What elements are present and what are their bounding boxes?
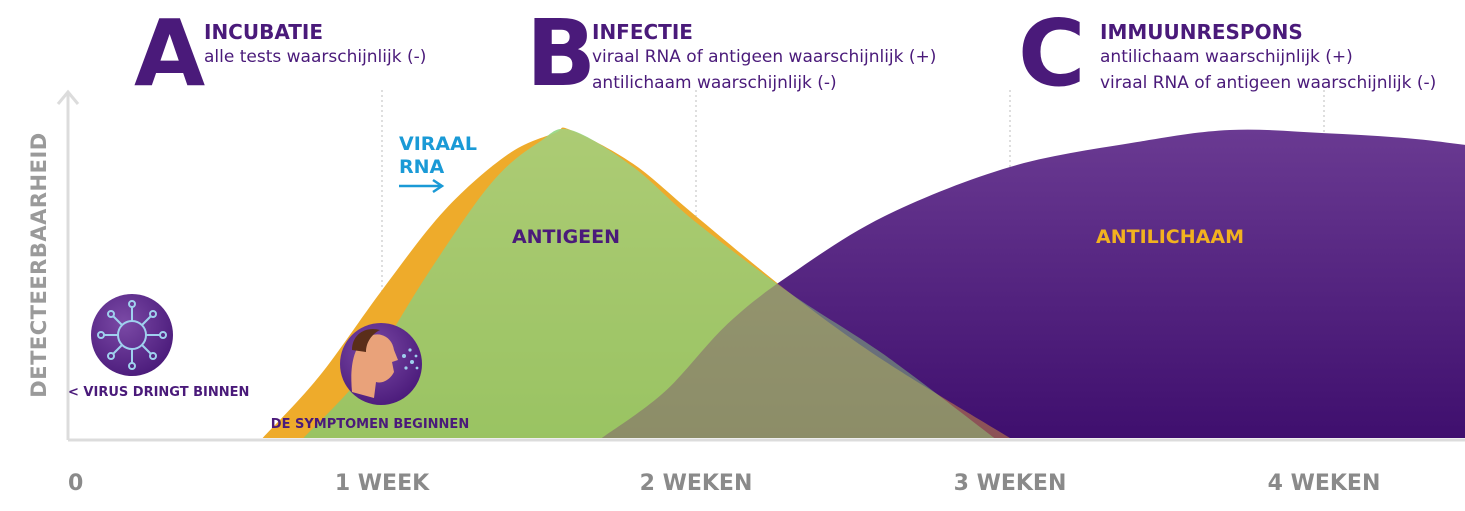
phase-a-line-1: alle tests waarschijnlijk (-) xyxy=(204,47,427,67)
arrow-right-icon xyxy=(399,178,445,194)
virus-icon xyxy=(91,294,173,376)
phase-b-line-2: antilichaam waarschijnlijk (-) xyxy=(592,73,837,93)
x-tick-label-1: 1 WEEK xyxy=(335,471,430,496)
series-label-antilichaam: ANTILICHAAM xyxy=(1096,226,1244,248)
area-antilichaam xyxy=(601,129,1465,438)
x-tick-label-0: 0 xyxy=(68,471,83,496)
phase-c-title: IMMUUNRESPONS xyxy=(1100,20,1303,44)
phase-c-letter: C xyxy=(1018,0,1086,107)
phase-a-letter: A xyxy=(134,0,206,107)
annotation-virus-enters: < VIRUS DRINGT BINNEN xyxy=(68,385,249,400)
series-label-rna: RNA xyxy=(399,156,445,178)
overlap-area-viraal-rna xyxy=(262,127,1010,438)
overlap-area-antigeen xyxy=(303,128,995,439)
phase-a-title: INCUBATIE xyxy=(204,20,324,44)
series-label-viraal: VIRAAL xyxy=(399,133,477,155)
phase-c-line-2: viraal RNA of antigeen waarschijnlijk (-… xyxy=(1100,73,1437,93)
series-label-antigeen: ANTIGEEN xyxy=(512,226,620,248)
phase-b-line-1: viraal RNA of antigeen waarschijnlijk (+… xyxy=(592,47,937,67)
phase-b-letter: B xyxy=(526,0,597,107)
series-areas xyxy=(262,127,1465,439)
x-tick-label-2: 2 WEKEN xyxy=(640,471,753,496)
annotation-symptoms-start: DE SYMPTOMEN BEGINNEN xyxy=(271,417,469,432)
y-axis-arrow-icon xyxy=(56,89,80,105)
phase-b-title: INFECTIE xyxy=(592,20,693,44)
phase-c-line-1: antilichaam waarschijnlijk (+) xyxy=(1100,47,1353,67)
x-tick-labels: 0 1 WEEK 2 WEKEN 3 WEKEN 4 WEKEN xyxy=(68,471,1380,496)
x-tick-label-4: 4 WEKEN xyxy=(1268,471,1381,496)
y-axis-label: DETECTEERBAARHEID xyxy=(27,132,51,397)
coughing-person-icon xyxy=(340,323,422,405)
x-tick-label-3: 3 WEKEN xyxy=(954,471,1067,496)
